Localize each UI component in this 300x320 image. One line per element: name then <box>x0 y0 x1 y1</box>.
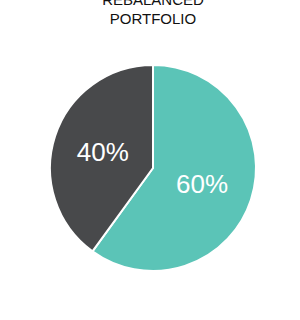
svg-text:REBALANCEDPORTFOLIO: REBALANCEDPORTFOLIO <box>102 0 204 27</box>
svg-text:60%: 60% <box>176 169 228 199</box>
svg-text:40%: 40% <box>77 137 129 167</box>
